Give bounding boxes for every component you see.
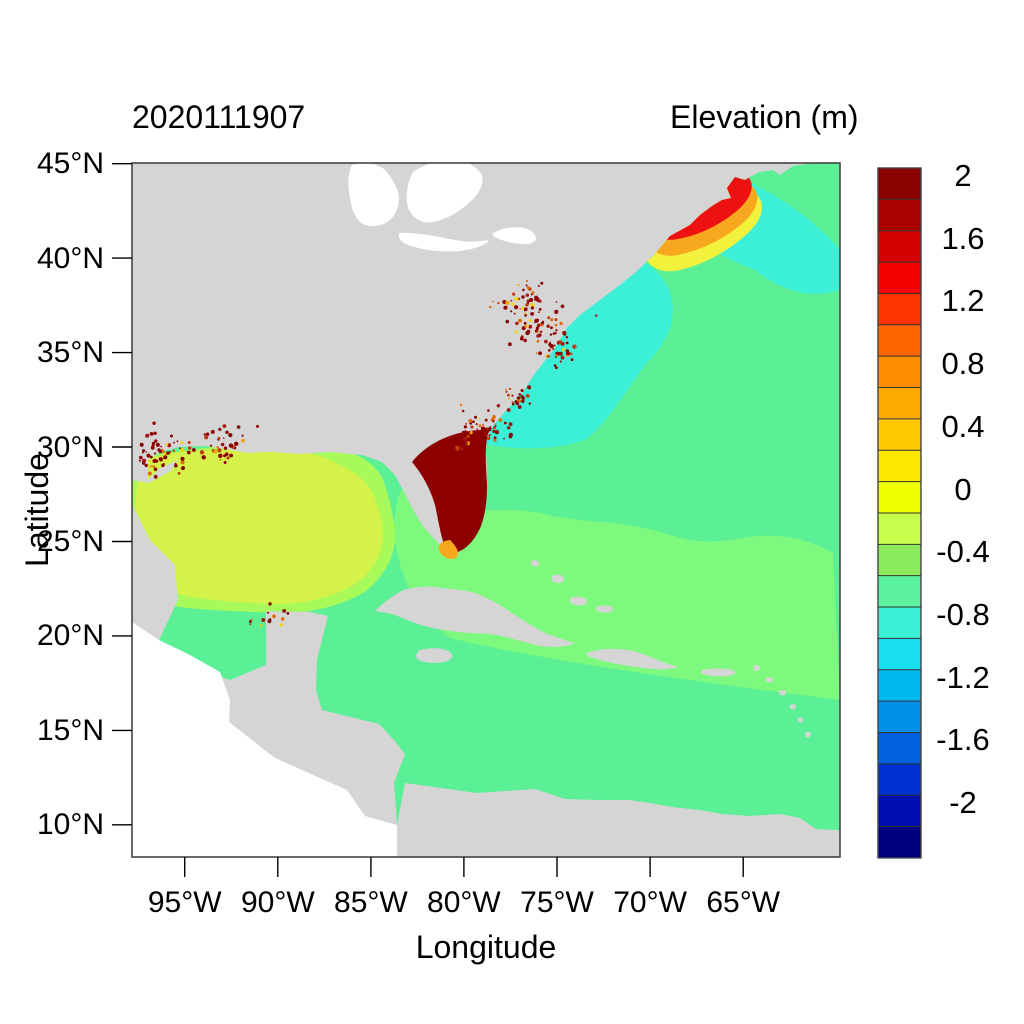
svg-text:2020111907: 2020111907 bbox=[132, 99, 305, 135]
svg-text:1.2: 1.2 bbox=[941, 283, 984, 318]
svg-text:70°W: 70°W bbox=[613, 886, 687, 919]
svg-text:-2: -2 bbox=[949, 785, 977, 820]
svg-text:10°N: 10°N bbox=[37, 808, 104, 841]
svg-text:45°N: 45°N bbox=[37, 147, 104, 180]
svg-text:80°W: 80°W bbox=[427, 886, 501, 919]
svg-text:Longitude: Longitude bbox=[416, 929, 557, 965]
svg-text:0: 0 bbox=[954, 472, 971, 507]
svg-text:0.8: 0.8 bbox=[941, 346, 984, 381]
svg-text:-0.4: -0.4 bbox=[936, 534, 989, 569]
svg-text:-1.6: -1.6 bbox=[936, 722, 989, 757]
svg-text:20°N: 20°N bbox=[37, 619, 104, 652]
svg-text:65°W: 65°W bbox=[706, 886, 780, 919]
svg-text:2: 2 bbox=[954, 158, 971, 193]
svg-text:1.6: 1.6 bbox=[941, 221, 984, 256]
svg-text:-1.2: -1.2 bbox=[936, 660, 989, 695]
svg-text:75°W: 75°W bbox=[520, 886, 594, 919]
svg-text:35°N: 35°N bbox=[37, 336, 104, 369]
svg-text:-0.8: -0.8 bbox=[936, 597, 989, 632]
svg-text:Latitude: Latitude bbox=[19, 453, 55, 567]
svg-text:0.4: 0.4 bbox=[941, 409, 984, 444]
svg-text:95°W: 95°W bbox=[148, 886, 222, 919]
svg-text:90°W: 90°W bbox=[241, 886, 315, 919]
svg-text:40°N: 40°N bbox=[37, 242, 104, 275]
svg-text:Elevation (m): Elevation (m) bbox=[670, 99, 859, 135]
svg-text:15°N: 15°N bbox=[37, 714, 104, 747]
svg-text:85°W: 85°W bbox=[334, 886, 408, 919]
